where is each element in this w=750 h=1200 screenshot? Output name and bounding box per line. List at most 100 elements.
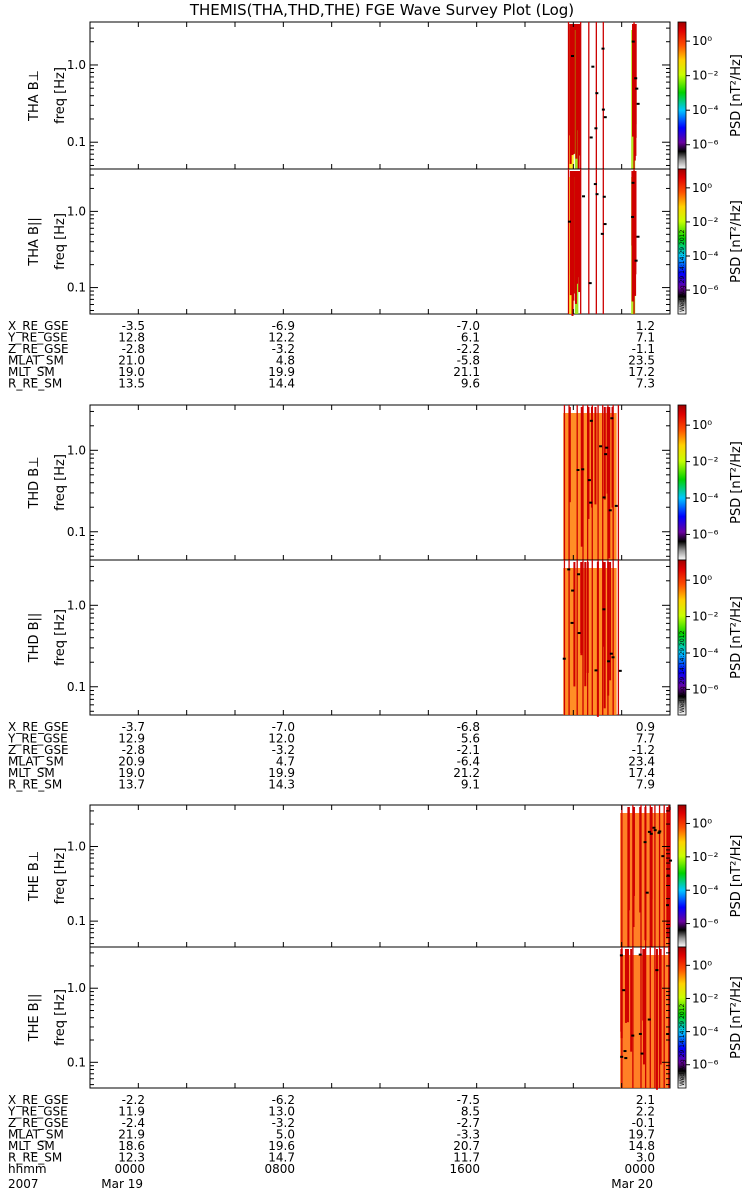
ephemeris-value: -0.1 — [632, 1116, 655, 1130]
ephemeris-value: -2.1 — [457, 743, 480, 757]
axis-freq-label: freq [Hz] — [53, 848, 68, 905]
psd-dot — [600, 232, 604, 235]
ephemeris-value: 21.1 — [453, 365, 480, 379]
axis-freq-label: freq [Hz] — [53, 609, 68, 666]
colorbar-tick-label: 10⁰ — [692, 573, 712, 587]
psd-streak — [668, 807, 671, 928]
colorbar-label: PSD [nT²/Hz] — [729, 976, 744, 1059]
colorbar-tick-label: 10⁻⁴ — [692, 249, 719, 263]
colorbar-tick-label: 10⁻⁴ — [692, 1025, 719, 1039]
ephemeris-value: 18.6 — [118, 1139, 145, 1153]
spectrogram-panel: 0.1 1.0 THE B|| freq [Hz] 10⁰ 10⁻² 10⁻⁴ 10⁻⁶ PSD… — [27, 946, 744, 1090]
colorbar-tick-label: 10⁻² — [692, 455, 719, 469]
ephemeris-value: -3.2 — [272, 743, 295, 757]
psd-dot — [607, 660, 611, 663]
colorbar-tick-label: 10⁻² — [692, 215, 719, 229]
colorbar-tick-label: 10⁻⁶ — [692, 1058, 719, 1072]
psd-streak — [570, 24, 573, 99]
ephemeris-value: 5.0 — [276, 1128, 295, 1142]
y-tick-label: 1.0 — [67, 598, 86, 612]
ephemeris-value: 14.4 — [268, 377, 295, 391]
ephemeris-value: -6.4 — [457, 755, 480, 769]
psd-streak — [574, 171, 577, 304]
probe-group-tha: 0.1 1.0 THA B⊥ freq [Hz] 10⁰ 10⁻² 10⁻⁴ 10⁻⁶ PSD … — [7, 21, 744, 391]
psd-dot — [595, 193, 599, 196]
ephemeris-name: X_RE_GSE — [8, 319, 69, 333]
ephemeris-name: MLT_SM — [8, 766, 55, 780]
timestamp-stamp: Wed Aug 29 14:14:29 2012 — [679, 631, 686, 713]
ephemeris-value: 7.3 — [636, 377, 655, 391]
psd-dot — [631, 181, 635, 184]
psd-dot — [587, 479, 591, 482]
colorbar-tick-label: 10⁰ — [692, 418, 712, 432]
psd-dot — [647, 830, 651, 833]
psd-dot — [634, 77, 638, 80]
colorbar — [677, 404, 687, 561]
psd-streak — [569, 171, 572, 275]
psd-streak — [626, 949, 629, 1023]
psd-streak — [603, 562, 606, 709]
colorbar-tick-label: 10⁰ — [692, 181, 712, 195]
psd-streak — [587, 407, 590, 519]
ephemeris-name: R_RE_SM — [8, 377, 62, 391]
ephemeris-value: 11.9 — [118, 1105, 145, 1119]
ephemeris-value: 14.7 — [268, 1151, 295, 1165]
colorbar-tick-label: 10⁻⁶ — [692, 283, 719, 297]
time-tick-label: 1600 — [449, 1162, 480, 1176]
psd-dot — [666, 874, 670, 877]
ephemeris-name: Y_RE_GSE — [7, 331, 68, 345]
colorbar-tick-label: 10⁻⁴ — [692, 491, 719, 505]
ephemeris-value: -7.0 — [272, 720, 295, 734]
ephemeris-value: 5.6 — [461, 732, 480, 746]
colorbar-tick-label: 10⁰ — [692, 958, 712, 972]
psd-streak — [572, 24, 575, 114]
ephemeris-name: Z_RE_GSE — [8, 1116, 69, 1130]
ephemeris-value: 4.8 — [276, 354, 295, 368]
psd-dot — [638, 953, 642, 956]
ephemeris-value: 13.0 — [268, 1105, 295, 1119]
ephemeris-value: 12.9 — [118, 732, 145, 746]
psd-dot — [571, 589, 575, 592]
ephemeris-value: 1.2 — [636, 319, 655, 333]
ephemeris-value: 23.5 — [628, 354, 655, 368]
ephemeris-value: 13.5 — [118, 377, 145, 391]
psd-dot — [601, 108, 605, 111]
ephemeris-value: -6.2 — [272, 1093, 295, 1107]
ephemeris-value: -7.0 — [457, 319, 480, 333]
psd-dot — [666, 904, 670, 907]
psd-streak — [576, 24, 579, 106]
y-tick-label: 0.1 — [67, 914, 86, 928]
ephemeris-value: 6.1 — [461, 331, 480, 345]
psd-streak — [594, 407, 597, 505]
psd-dot — [567, 568, 571, 571]
colorbar-tick-label: 10⁻² — [692, 991, 719, 1005]
psd-dot — [588, 282, 592, 285]
ephemeris-name: MLAT_SM — [8, 1128, 64, 1142]
psd-dot — [622, 989, 626, 992]
psd-streak — [609, 562, 612, 681]
ephemeris-value: 9.1 — [461, 778, 480, 792]
ephemeris-value: 19.9 — [268, 766, 295, 780]
psd-streak — [573, 562, 576, 687]
ephemeris-value: 19.0 — [118, 365, 145, 379]
panel-label: THA B|| — [27, 217, 42, 266]
psd-dot — [589, 501, 593, 504]
psd-streak — [630, 949, 633, 1052]
psd-dot — [652, 826, 656, 829]
ephemeris-value: 19.7 — [628, 1128, 655, 1142]
colorbar-tick-label: 10⁻⁴ — [692, 883, 719, 897]
psd-dot — [618, 669, 622, 672]
ephemeris-name: X_RE_GSE — [8, 720, 69, 734]
colorbar-tick-label: 10⁻⁶ — [692, 682, 719, 696]
psd-dot — [591, 65, 595, 68]
ephemeris-value: 14.8 — [628, 1139, 655, 1153]
psd-dot — [661, 855, 665, 858]
panel-label: THD B|| — [27, 613, 42, 664]
ephemeris-value: 23.4 — [628, 755, 655, 769]
colorbar-label: PSD [nT²/Hz] — [729, 596, 744, 679]
psd-dot — [647, 1018, 651, 1021]
ephemeris-value: 21.0 — [118, 354, 145, 368]
psd-dot — [594, 669, 598, 672]
colorbar-label: PSD [nT²/Hz] — [729, 54, 744, 137]
psd-dot — [640, 1052, 644, 1055]
